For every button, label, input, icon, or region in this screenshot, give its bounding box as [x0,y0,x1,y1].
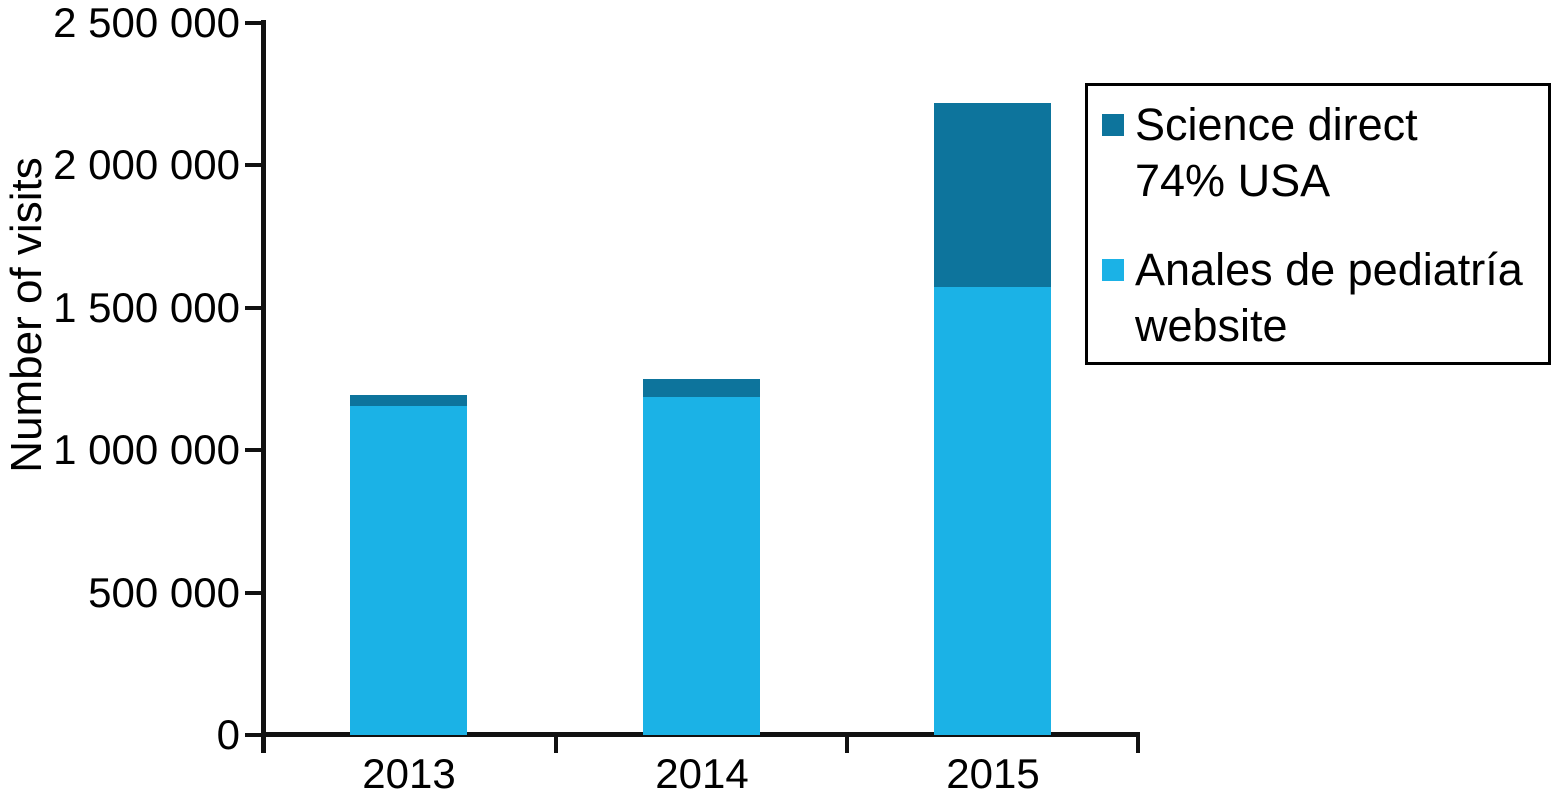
x-tick-label: 2015 [946,750,1040,792]
x-tick-label: 2014 [655,750,749,792]
y-tick [245,733,261,737]
legend: Science direct 74% USA Anales de pediatría… [1085,83,1551,365]
legend-entry: Science direct 74% USA [1102,97,1548,209]
legend-swatch-icon [1102,114,1124,136]
x-tick [1136,732,1140,753]
legend-label-line: Anales de pediatría [1135,244,1523,295]
legend-label-line: Science direct [1135,99,1418,150]
y-tick [245,448,261,452]
legend-entry: Anales de pediatría website [1102,242,1548,354]
bar-segment-top [350,394,467,407]
bar-segment-top [643,379,760,397]
y-tick [245,21,261,25]
legend-label-line: website [1135,300,1288,351]
legend-swatch-icon [1102,259,1124,281]
y-tick-label: 1 000 000 [53,426,240,473]
y-tick [245,306,261,310]
y-tick [245,591,261,595]
legend-label: Science direct 74% USA [1135,97,1418,209]
y-tick [245,163,261,167]
x-tick [845,732,849,753]
y-tick-label: 2 500 000 [53,0,240,46]
bar-segment-bottom [643,396,760,735]
bar-segment-bottom [350,406,467,735]
y-tick-label: 1 500 000 [53,284,240,331]
y-tick-label: 0 [216,711,240,758]
legend-label: Anales de pediatría website [1135,242,1523,354]
legend-label-line: 74% USA [1135,155,1331,206]
bar-segment-top [934,103,1051,287]
y-axis-line [261,20,266,737]
bar-segment-bottom [934,287,1051,735]
x-tick-label: 2013 [362,750,456,792]
x-tick [554,732,558,753]
y-tick-label: 2 000 000 [53,141,240,188]
x-tick [261,732,266,753]
y-tick-label: 500 000 [88,569,240,616]
